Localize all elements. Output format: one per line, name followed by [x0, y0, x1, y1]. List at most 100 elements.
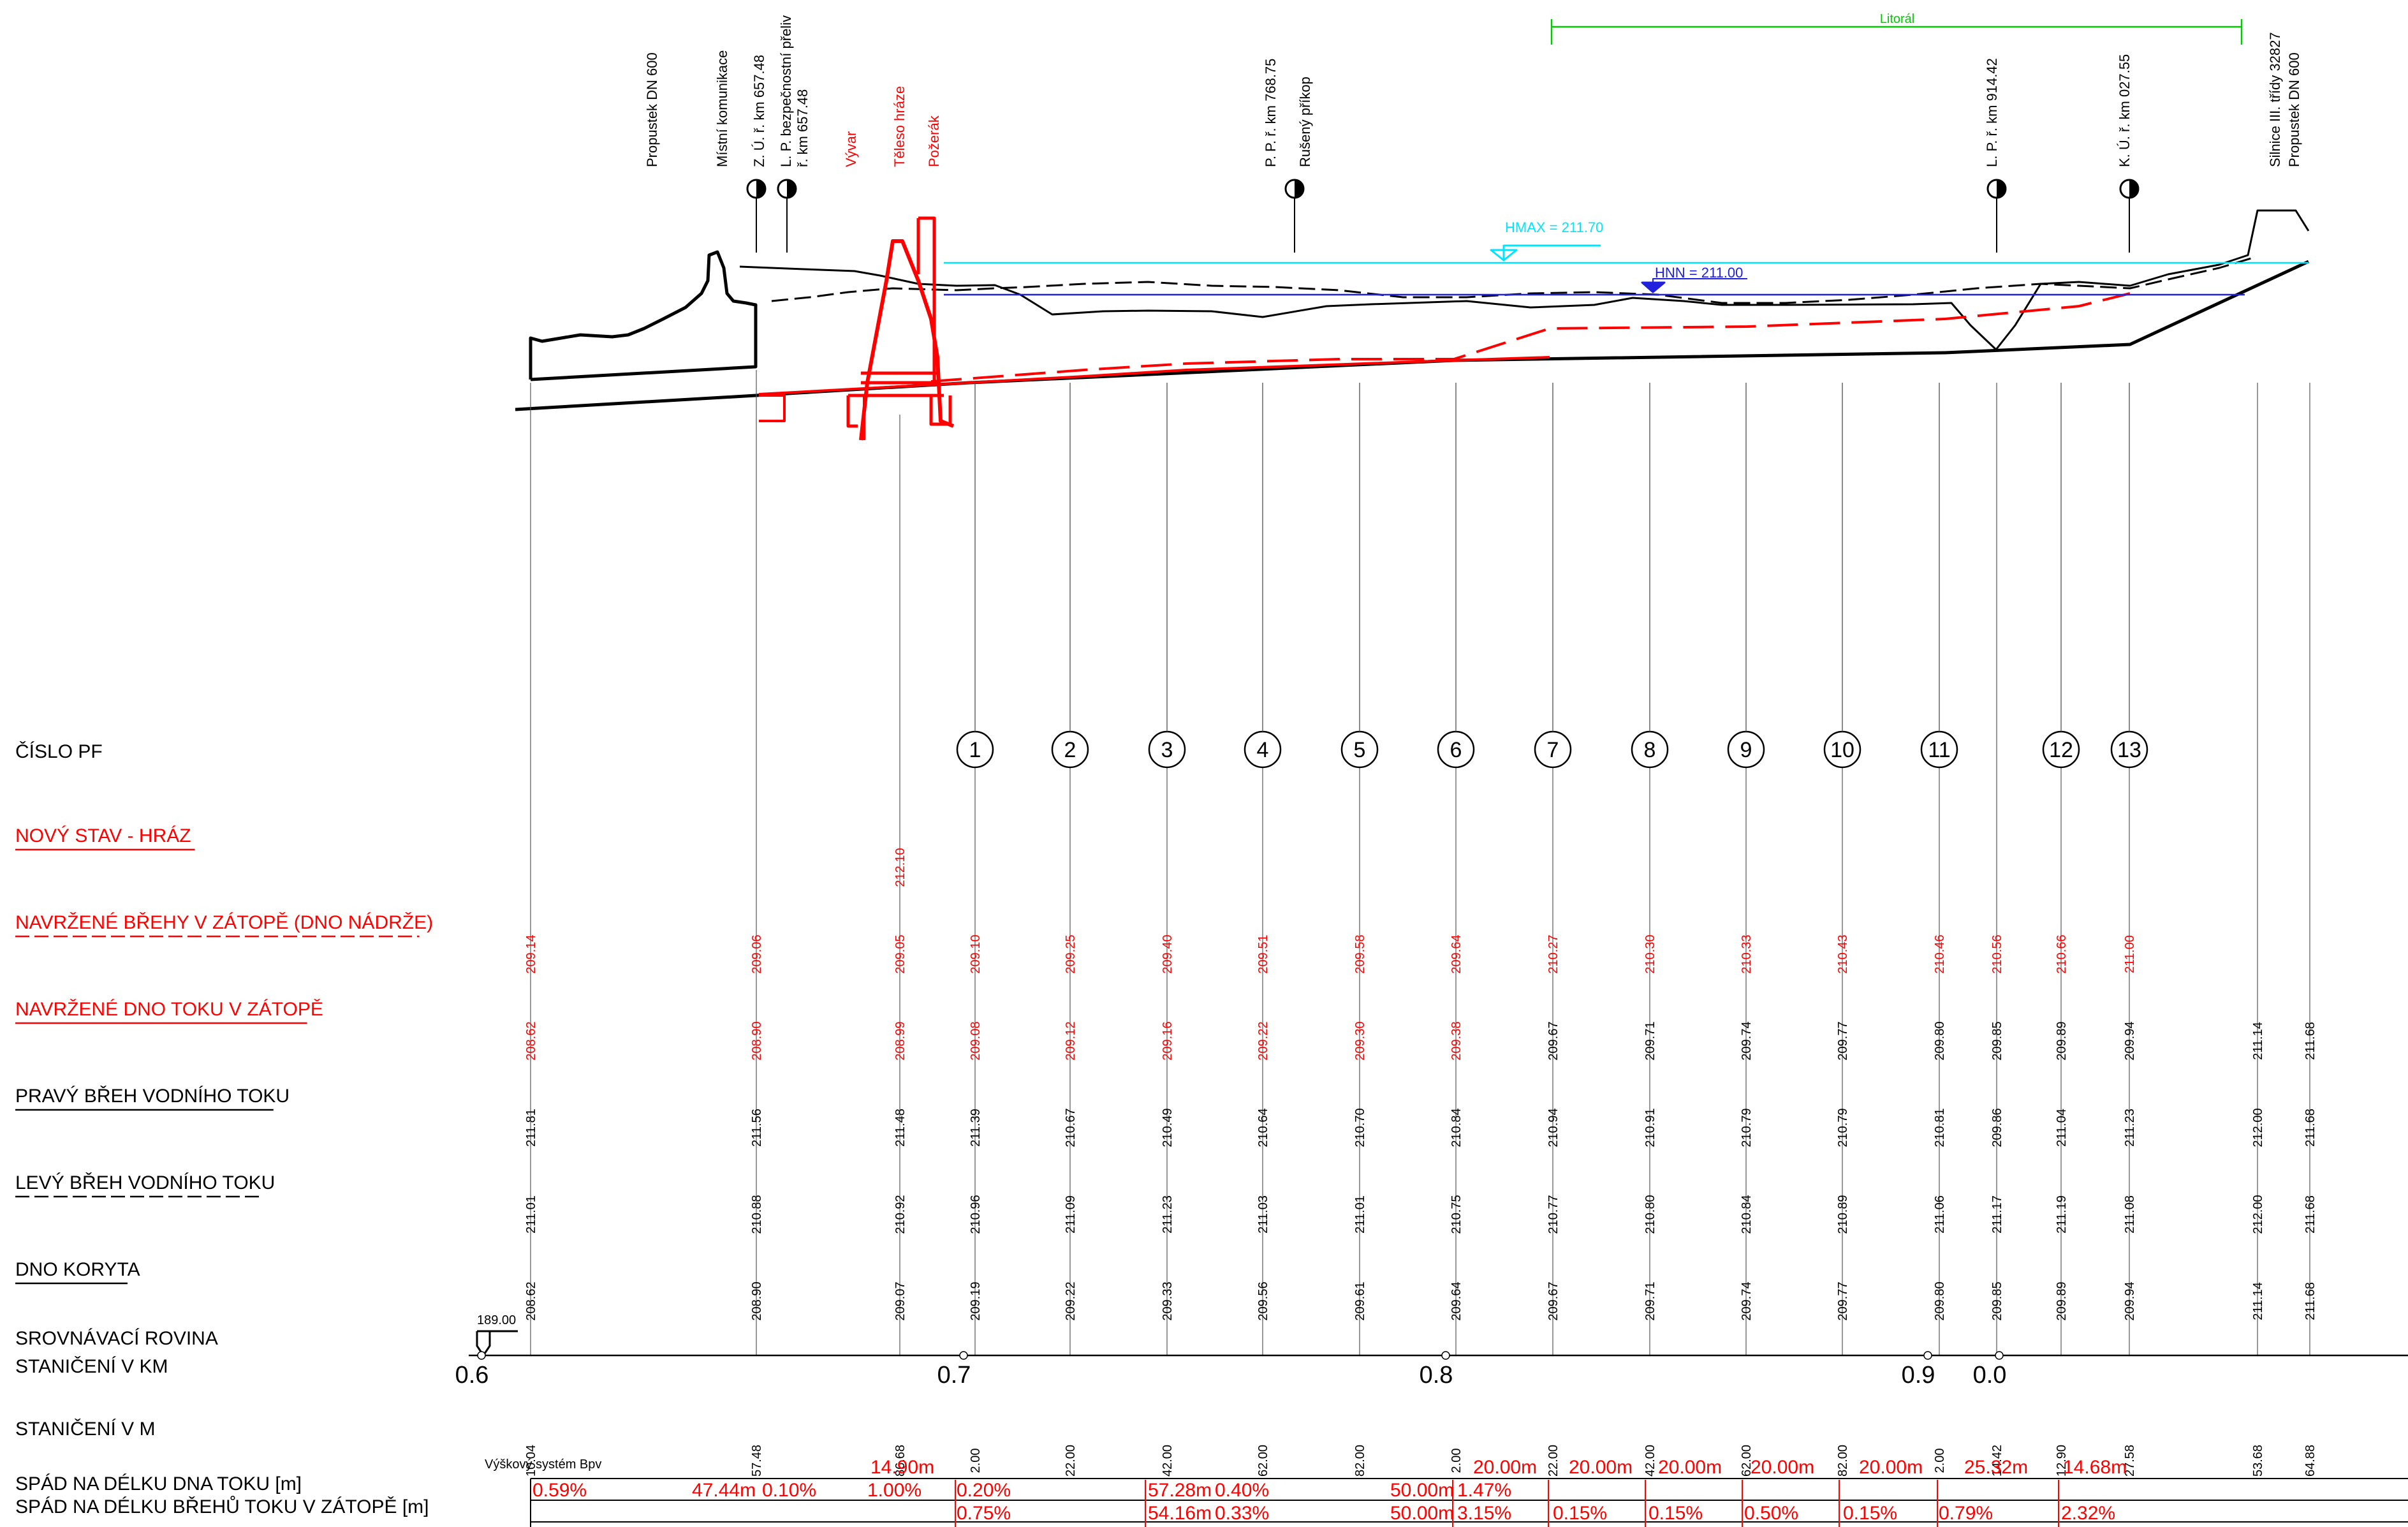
- value-brehy: 210.33: [1740, 934, 1754, 973]
- value-levy: 212.00: [2251, 1195, 2265, 1234]
- value-pravy: 210.67: [1064, 1108, 1078, 1147]
- slope-table-border: [530, 1478, 2408, 1527]
- slope-dno-item: 20.00m: [1569, 1457, 1633, 1478]
- value-stat_m: 2.00: [1450, 1449, 1464, 1473]
- profile-number: 8: [1644, 738, 1656, 762]
- slope-brehy-item: 2.32%: [2061, 1503, 2115, 1524]
- value-stat_m: 86.68: [893, 1445, 907, 1477]
- slope-dno-item: 1.00%: [867, 1480, 921, 1501]
- value-levy: 211.23: [1161, 1195, 1175, 1234]
- value-dno_nav: 208.62: [524, 1021, 538, 1060]
- value-dno: 209.77: [1836, 1281, 1850, 1320]
- value-levy: 211.08: [2123, 1195, 2137, 1234]
- top-label: L. P. bezpečnostní přeliv: [778, 15, 794, 167]
- value-levy: 210.96: [969, 1195, 983, 1234]
- slope-brehy-item: 54.16m: [1148, 1503, 1212, 1524]
- value-pravy: 210.91: [1643, 1108, 1657, 1147]
- value-stat_m: 2.00: [969, 1449, 983, 1473]
- km-tick: [959, 1351, 968, 1360]
- value-stat_m: 14.42: [1990, 1445, 2004, 1477]
- value-dno: 209.07: [893, 1281, 907, 1320]
- profile-number: 5: [1354, 738, 1366, 762]
- slope-dno-item: 20.00m: [1473, 1457, 1537, 1478]
- slope-dno-item: 0.20%: [957, 1480, 1011, 1501]
- value-brehy: 211.00: [2123, 935, 2137, 973]
- value-dno: 209.33: [1161, 1281, 1175, 1320]
- top-label: Propustek DN 600: [2286, 52, 2302, 167]
- value-dno_nav: 209.67: [1546, 1021, 1560, 1060]
- profile-number: 11: [1928, 738, 1950, 762]
- profile-number: 6: [1450, 738, 1462, 762]
- designed-bed-line: [758, 356, 1550, 395]
- value-levy: 210.89: [1836, 1195, 1850, 1234]
- value-brehy: 210.43: [1836, 934, 1850, 973]
- value-dno: 209.85: [1990, 1281, 2004, 1320]
- value-pravy: 210.49: [1161, 1108, 1175, 1147]
- slope-dno-item: 14.90m: [870, 1457, 934, 1478]
- value-levy: 211.06: [1933, 1195, 1947, 1234]
- slope-dno-item: 20.00m: [1658, 1457, 1722, 1478]
- slope-dno-item: 14.68m: [2063, 1457, 2127, 1478]
- value-brehy: 210.30: [1643, 934, 1657, 973]
- slope-brehy-item: 0.15%: [1843, 1503, 1897, 1524]
- top-label: P. P. ř. km 768.75: [1263, 59, 1279, 167]
- value-levy: 210.88: [750, 1195, 764, 1234]
- designed-banks-line: [930, 292, 2131, 383]
- km-tick: [477, 1351, 486, 1360]
- survey-point-fill: [787, 180, 796, 198]
- value-stat_m: 57.48: [750, 1445, 764, 1477]
- slope-brehy-item: 50.00m: [1390, 1503, 1454, 1524]
- row-label-km: STANIČENÍ V KM: [15, 1355, 168, 1377]
- profile-number: 1: [969, 738, 981, 762]
- value-dno_nav: 211.68: [2303, 1022, 2317, 1060]
- value-stat_m: 62.00: [1740, 1445, 1754, 1477]
- value-pravy: 210.79: [1740, 1108, 1754, 1147]
- km-tick: [1995, 1351, 2004, 1360]
- slope-dno-item: 25.32m: [1964, 1457, 2028, 1478]
- slope-rows: Výškový systém Bpv 0.59% 47.44m 0.10% 14.90…: [485, 1457, 2408, 1527]
- value-pravy: 211.56: [750, 1109, 764, 1147]
- km-axis: 189.00 0.6 0.7 0.8 0.9 0.0: [455, 1313, 2408, 1389]
- hmax-marker: [1490, 244, 1601, 262]
- value-pravy: 210.94: [1546, 1108, 1560, 1147]
- profile-number: 7: [1547, 738, 1559, 762]
- top-label: Vývar: [843, 131, 859, 167]
- value-brehy: 209.06: [750, 934, 764, 973]
- value-brehy: 209.10: [969, 934, 983, 973]
- slope-brehy-item: 0.15%: [1648, 1503, 1703, 1524]
- row-label-novy_stav: NOVÝ STAV - HRÁZ: [15, 825, 191, 846]
- hmax-label: HMAX = 211.70: [1505, 219, 1603, 235]
- value-levy: 211.03: [1256, 1195, 1270, 1234]
- profile-number: 12: [2049, 738, 2073, 762]
- row-label-navrzene_dno: NAVRŽENÉ DNO TOKU V ZÁTOPĚ: [15, 999, 323, 1020]
- value-dno_nav: 209.85: [1990, 1021, 2004, 1060]
- hnn-leader: [1652, 278, 1747, 292]
- dam-wall: [846, 216, 952, 428]
- value-stat_m: 10.04: [524, 1445, 538, 1477]
- slope-brehy-item: 0.79%: [1939, 1503, 1993, 1524]
- value-levy: 210.75: [1450, 1195, 1464, 1234]
- top-labels: Propustek DN 600 Místní komunikace Z. Ú. ř…: [644, 15, 2302, 253]
- value-levy: 210.92: [893, 1195, 907, 1234]
- row-label-spad_dno: SPÁD NA DÉLKU DNA TOKU [m]: [15, 1473, 302, 1494]
- top-label: Požerák: [926, 115, 942, 167]
- value-dno_nav: 209.94: [2123, 1021, 2137, 1060]
- value-levy: 211.01: [524, 1195, 538, 1234]
- slope-dno-item: 0.40%: [1215, 1480, 1269, 1501]
- value-stat_m: 22.00: [1546, 1445, 1560, 1477]
- value-levy: 211.19: [2055, 1195, 2069, 1234]
- slope-brehy-item: 0.15%: [1553, 1503, 1607, 1524]
- slope-dno-item: 0.59%: [532, 1480, 587, 1501]
- value-dno: 209.74: [1740, 1281, 1754, 1320]
- value-brehy: 209.14: [524, 934, 538, 973]
- value-brehy: 210.56: [1990, 934, 2004, 973]
- value-dno_nav: 209.71: [1643, 1021, 1657, 1060]
- km-tick: [1441, 1351, 1450, 1360]
- profile-number: 10: [1830, 738, 1854, 762]
- datum-value: 189.00: [477, 1313, 516, 1327]
- slope-brehy-item: 0.33%: [1215, 1503, 1269, 1524]
- value-dno: 209.94: [2123, 1281, 2137, 1320]
- survey-point-fill: [1295, 180, 1303, 198]
- value-dno_nav: 209.16: [1161, 1021, 1175, 1060]
